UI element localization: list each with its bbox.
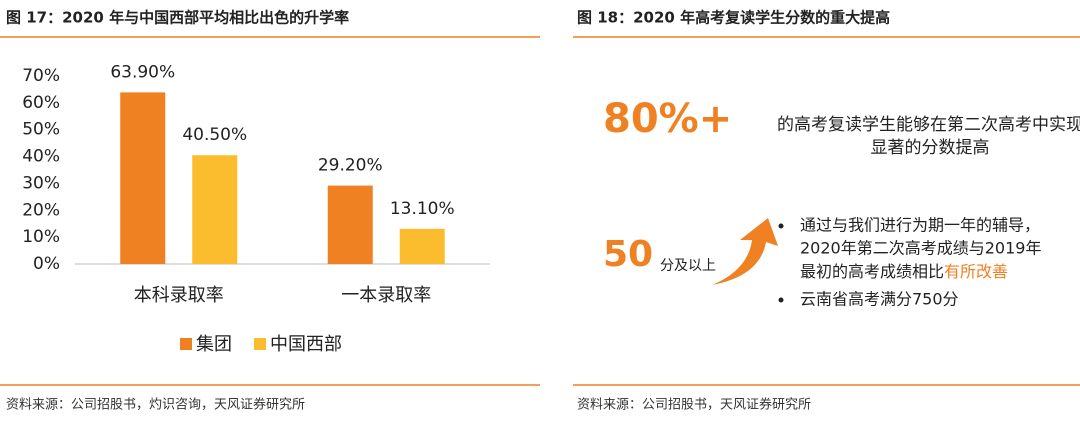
bar xyxy=(399,228,445,264)
value-label: 63.90% xyxy=(110,62,175,82)
bullet-text: 云南省高考满分750分 xyxy=(800,290,959,309)
bullet xyxy=(778,297,784,303)
big-stat: 80%+ xyxy=(603,96,732,142)
value-label: 29.20% xyxy=(318,156,383,176)
right-title: 图 18：2020 年高考复读学生分数的重大提高 xyxy=(577,9,890,27)
right-source: 资料来源：公司招股书，天风证券研究所 xyxy=(577,397,811,413)
y-tick-label: 30% xyxy=(22,173,60,193)
bullet-text: 最初的高考成绩相比 xyxy=(800,262,944,281)
big-text: 显著的分数提高 xyxy=(871,138,990,158)
legend-swatch xyxy=(180,338,192,350)
x-tick-label: 一本录取率 xyxy=(341,285,431,306)
bar xyxy=(327,185,373,264)
y-tick-label: 0% xyxy=(33,254,60,274)
big-text: 的高考复读学生能够在第二次高考中实现 xyxy=(777,115,1080,135)
legend-label: 集团 xyxy=(196,334,232,355)
y-tick-label: 70% xyxy=(22,66,60,86)
y-tick-label: 50% xyxy=(22,120,60,140)
bullet xyxy=(778,223,784,229)
arrow-icon xyxy=(712,218,778,285)
value-label: 40.50% xyxy=(182,125,247,145)
bullet-text: 最初的高考成绩相比有所改善 xyxy=(800,262,1008,281)
highlight: 有所改善 xyxy=(944,262,1008,281)
score-stat: 50 xyxy=(603,234,653,275)
left-title: 图 17：2020 年与中国西部平均相比出色的升学率 xyxy=(6,9,349,27)
bar xyxy=(192,155,238,264)
x-tick-label: 本科录取率 xyxy=(134,285,224,306)
score-text: 分及以上 xyxy=(660,258,716,274)
value-label: 13.10% xyxy=(390,199,455,219)
bullet-text: 通过与我们进行为期一年的辅导， xyxy=(800,216,1040,235)
bar xyxy=(120,92,166,264)
bullet-text: 2020年第二次高考成绩与2019年 xyxy=(800,239,1041,258)
left-source: 资料来源：公司招股书，灼识咨询，天风证券研究所 xyxy=(6,397,305,413)
y-tick-label: 10% xyxy=(22,227,60,247)
y-tick-label: 20% xyxy=(22,200,60,220)
y-tick-label: 40% xyxy=(22,147,60,167)
legend-label: 中国西部 xyxy=(270,334,342,355)
legend-swatch xyxy=(254,338,266,350)
y-tick-label: 60% xyxy=(22,93,60,113)
